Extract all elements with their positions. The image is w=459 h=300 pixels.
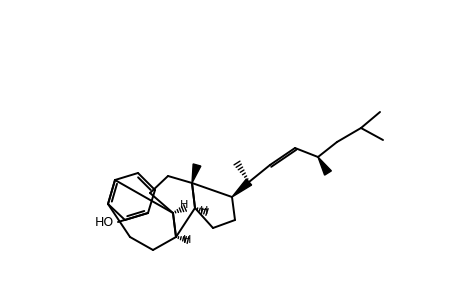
Polygon shape: [191, 164, 201, 183]
Polygon shape: [317, 157, 330, 175]
Text: HO: HO: [95, 215, 114, 229]
Text: H: H: [200, 206, 208, 216]
Polygon shape: [231, 179, 251, 197]
Text: H: H: [179, 200, 188, 210]
Text: H: H: [183, 235, 191, 245]
